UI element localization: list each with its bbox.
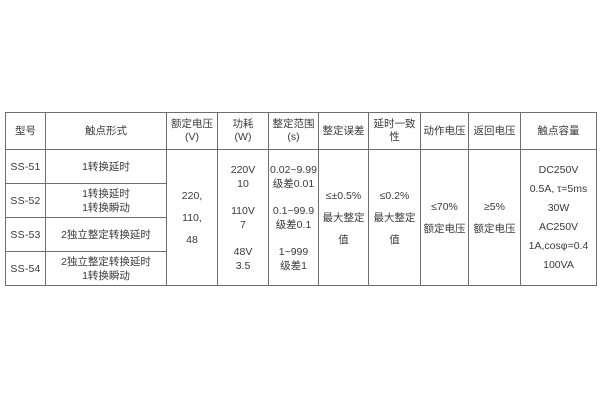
table-row-ss54: SS-54 2独立整定转换延时 1转换瞬动 — [5, 251, 597, 286]
return-voltage-line: 额定电压 — [473, 222, 516, 235]
contact-capacity-line: DC250V — [538, 163, 579, 176]
header-unit: (s) — [287, 131, 300, 143]
header-label: 动作电压 — [423, 124, 466, 137]
return-voltage-line: ≥5% — [484, 200, 505, 213]
power-voltage: 48V — [233, 245, 253, 258]
cell-operate-voltage: ≤70% 额定电压 — [420, 149, 469, 286]
header-label: 触点容量 — [537, 124, 580, 137]
header-label: 整定范围 — [272, 118, 315, 130]
contact-form-line: 2独立整定转换延时 — [61, 228, 151, 241]
power-stack: 220V 10 110V 7 48V 3.5 — [219, 151, 268, 285]
col-header-model: 型号 — [5, 112, 46, 150]
cell-contact-form-ss51: 1转换延时 — [45, 149, 167, 184]
power-watts: 10 — [237, 177, 249, 190]
col-header-rated-voltage: 额定电压 (V) — [166, 112, 218, 150]
power-watts: 3.5 — [235, 259, 251, 272]
table-row-ss51: SS-51 1转换延时 220, 110, 48 220V 10 110V 7 — [5, 149, 597, 286]
header-row: 型号 触点形式 额定电压 (V) 功耗 (W) 整定范围 (s) 整定误差 延时… — [5, 112, 597, 150]
range-step: 级差0.1 — [275, 218, 312, 231]
delay-consistency-line: 值 — [389, 233, 400, 246]
col-header-contact-capacity: 触点容量 — [520, 112, 597, 150]
setting-error-line: ≤±0.5% — [325, 189, 362, 202]
header-label: 性 — [389, 131, 400, 143]
header-label: 整定误差 — [322, 124, 365, 137]
contact-capacity-line: 0.5A, τ=5ms — [529, 182, 588, 195]
power-entry: 48V 3.5 — [234, 245, 253, 273]
header-unit: (W) — [234, 131, 252, 143]
cell-model-ss51: SS-51 — [5, 149, 46, 184]
setting-range-entry: 1~999 级差1 — [279, 245, 309, 273]
rated-voltage-line: 220, — [181, 189, 203, 202]
contact-form-line: 2独立整定转换延时 — [61, 255, 151, 268]
cell-contact-form-ss54: 2独立整定转换延时 1转换瞬动 — [45, 251, 167, 286]
range-value: 0.02~9.99 — [269, 163, 317, 176]
table-row-ss53: SS-53 2独立整定转换延时 — [5, 217, 597, 252]
header-label: 触点形式 — [85, 124, 127, 137]
rated-voltage-line: 110, — [182, 211, 202, 224]
cell-model-ss53: SS-53 — [5, 217, 46, 252]
power-entry: 220V 10 — [231, 163, 256, 191]
col-header-delay-consistency: 延时一致 性 — [368, 112, 421, 150]
col-header-contact-form: 触点形式 — [45, 112, 167, 150]
range-step: 级差0.01 — [272, 177, 315, 190]
range-value: 0.1~99.9 — [272, 204, 315, 217]
cell-contact-form-ss53: 2独立整定转换延时 — [45, 217, 167, 252]
contact-form-line: 1转换延时 — [82, 160, 130, 173]
setting-error-line: 值 — [338, 233, 349, 246]
power-voltage: 220V — [230, 163, 256, 176]
cell-return-voltage: ≥5% 额定电压 — [468, 149, 521, 286]
delay-consistency-line: ≤0.2% — [379, 189, 410, 202]
cell-setting-range: 0.02~9.99 级差0.01 0.1~99.9 级差0.1 1~999 级差… — [268, 149, 319, 286]
cell-contact-form-ss52: 1转换延时 1转换瞬动 — [45, 183, 167, 218]
setting-range-entry: 0.02~9.99 级差0.01 — [270, 163, 317, 191]
contact-capacity-line: 30W — [547, 201, 570, 214]
rated-voltage-line: 48 — [186, 233, 198, 246]
cell-setting-error: ≤±0.5% 最大整定 值 — [318, 149, 369, 286]
range-step: 级差1 — [280, 259, 307, 272]
delay-consistency-line: 最大整定 — [373, 211, 416, 224]
cell-contact-capacity: DC250V 0.5A, τ=5ms 30W AC250V 1A,cosφ=0.… — [520, 149, 597, 286]
operate-voltage-line: ≤70% — [431, 200, 458, 213]
contact-capacity-line: 1A,cosφ=0.4 — [528, 239, 589, 252]
setting-error-line: 最大整定 — [322, 211, 365, 224]
header-label: 延时一致 — [373, 118, 416, 130]
col-header-return-voltage: 返回电压 — [468, 112, 521, 150]
range-value: 1~999 — [278, 245, 309, 258]
contact-capacity-line: AC250V — [538, 220, 579, 233]
power-watts: 7 — [240, 218, 246, 231]
relay-spec-table: 型号 触点形式 额定电压 (V) 功耗 (W) 整定范围 (s) 整定误差 延时… — [5, 112, 597, 286]
cell-model-ss52: SS-52 — [5, 183, 46, 218]
setting-range-entry: 0.1~99.9 级差0.1 — [273, 204, 314, 232]
cell-delay-consistency: ≤0.2% 最大整定 值 — [368, 149, 421, 286]
header-unit: (V) — [185, 131, 199, 143]
operate-voltage-line: 额定电压 — [423, 222, 466, 235]
header-label: 型号 — [15, 124, 36, 137]
contact-capacity-line: 100VA — [543, 258, 574, 271]
cell-model-ss54: SS-54 — [5, 251, 46, 286]
header-label: 额定电压 — [171, 118, 213, 130]
col-header-power: 功耗 (W) — [217, 112, 269, 150]
setting-range-stack: 0.02~9.99 级差0.01 0.1~99.9 级差0.1 1~999 级差… — [270, 151, 318, 285]
col-header-operate-voltage: 动作电压 — [420, 112, 469, 150]
contact-form-line: 1转换瞬动 — [82, 269, 130, 282]
contact-form-line: 1转换瞬动 — [82, 201, 130, 214]
col-header-setting-error: 整定误差 — [318, 112, 369, 150]
header-label: 返回电压 — [473, 124, 516, 137]
cell-rated-voltage: 220, 110, 48 — [166, 149, 218, 286]
cell-power: 220V 10 110V 7 48V 3.5 — [217, 149, 269, 286]
header-label: 功耗 — [232, 118, 254, 130]
power-entry: 110V 7 — [231, 204, 255, 232]
table-row-ss52: SS-52 1转换延时 1转换瞬动 — [5, 183, 597, 218]
col-header-setting-range: 整定范围 (s) — [268, 112, 319, 150]
contact-form-line: 1转换延时 — [82, 187, 130, 200]
power-voltage: 110V — [231, 204, 255, 217]
